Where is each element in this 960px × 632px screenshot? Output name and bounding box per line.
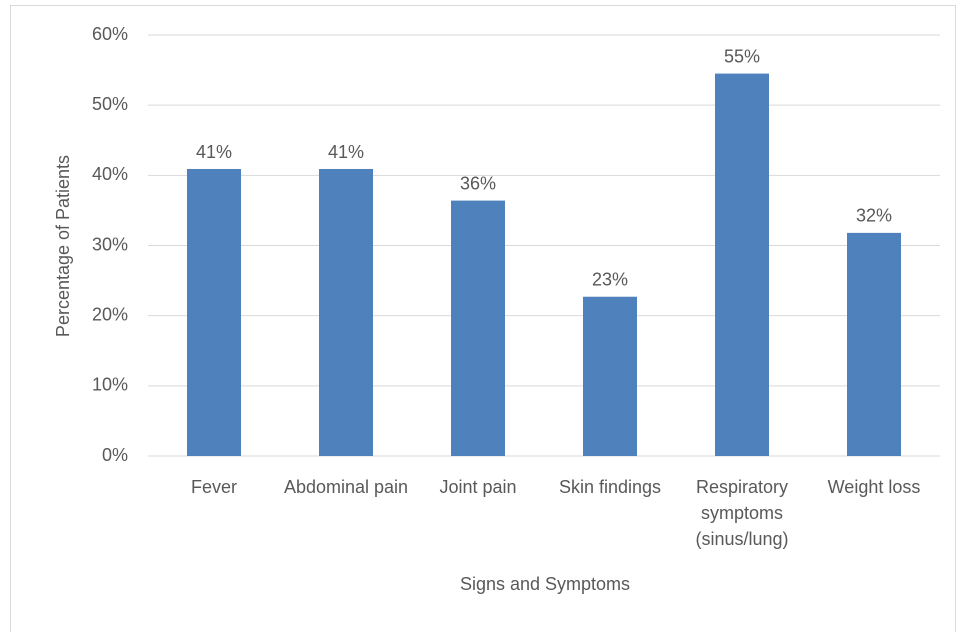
bar: [187, 169, 241, 457]
data-label: 36%: [460, 173, 496, 193]
x-tick-label: Abdominal pain: [283, 477, 409, 497]
data-label: 23%: [592, 269, 628, 289]
y-axis-title: Percentage of Patients: [53, 155, 73, 337]
bar: [451, 200, 505, 456]
chart-frame: [10, 5, 956, 632]
bar: [583, 296, 637, 456]
data-label: 41%: [196, 142, 232, 162]
y-tick-label: 50%: [92, 94, 128, 114]
x-tick-label: Fever: [190, 477, 237, 497]
data-label: 41%: [328, 142, 364, 162]
x-tick-label: Skin findings: [558, 477, 662, 497]
data-label: 32%: [856, 206, 892, 226]
x-tick-label: Weight loss: [827, 477, 921, 497]
y-tick-label: 0%: [102, 445, 128, 465]
y-tick-label: 10%: [92, 375, 128, 395]
data-label: 55%: [724, 46, 760, 66]
bar: [715, 73, 769, 456]
y-tick-label: 30%: [92, 234, 128, 254]
bar: [319, 169, 373, 457]
y-tick-label: 60%: [92, 24, 128, 44]
x-tick-label: Respiratory symptoms (sinus/lung): [695, 477, 789, 549]
bar: [847, 232, 901, 456]
y-tick-label: 20%: [92, 304, 128, 324]
x-axis-title: Signs and Symptoms: [460, 574, 630, 594]
x-tick-label: Joint pain: [439, 477, 517, 497]
y-tick-label: 40%: [92, 164, 128, 184]
